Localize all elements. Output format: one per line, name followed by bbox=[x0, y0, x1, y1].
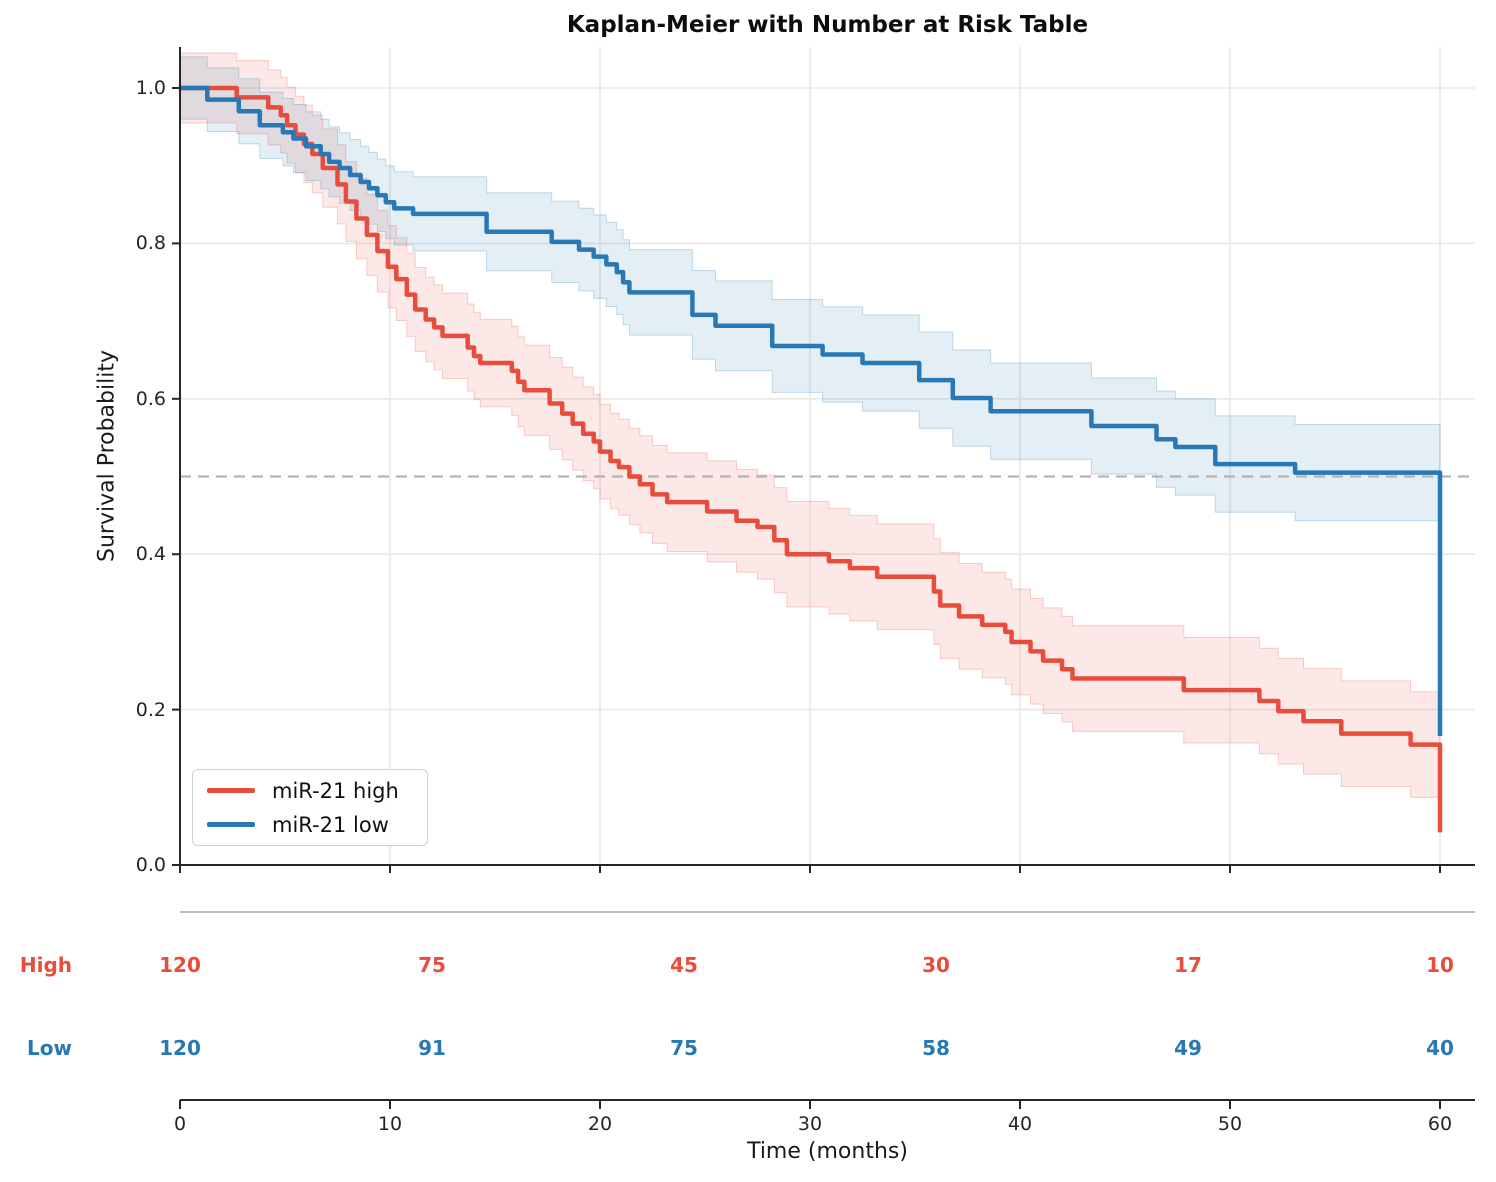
legend-line-swatch bbox=[207, 788, 255, 793]
y-tick-label: 0.8 bbox=[135, 232, 166, 255]
y-axis-label: Survival Probability bbox=[94, 350, 120, 562]
risk-count: 45 bbox=[670, 953, 698, 977]
x-tick-label: 50 bbox=[1217, 1113, 1243, 1135]
y-tick-label: 0.6 bbox=[135, 387, 166, 410]
legend-line-swatch bbox=[207, 822, 255, 827]
risk-count: 10 bbox=[1426, 953, 1454, 977]
risk-row-label: Low bbox=[27, 1036, 72, 1060]
x-tick-label: 60 bbox=[1427, 1113, 1453, 1135]
x-tick-label: 40 bbox=[1007, 1113, 1033, 1135]
risk-count: 120 bbox=[159, 1036, 201, 1060]
risk-count: 49 bbox=[1174, 1036, 1202, 1060]
risk-count: 40 bbox=[1426, 1036, 1454, 1060]
legend-entry: miR-21 high bbox=[207, 779, 413, 803]
y-tick-label: 0.4 bbox=[135, 543, 166, 566]
risk-count: 91 bbox=[418, 1036, 446, 1060]
y-tick-label: 0.0 bbox=[135, 854, 166, 876]
y-tick-label: 0.2 bbox=[135, 698, 166, 721]
risk-count: 75 bbox=[670, 1036, 698, 1060]
legend-box: miR-21 high miR-21 low bbox=[192, 769, 428, 846]
x-tick-label: 20 bbox=[587, 1113, 613, 1135]
risk-count: 17 bbox=[1174, 953, 1202, 977]
legend-label: miR-21 low bbox=[272, 812, 389, 837]
survival-curve bbox=[180, 85, 1443, 833]
risk-count: 75 bbox=[418, 953, 446, 977]
x-tick-label: 0 bbox=[173, 1113, 187, 1135]
y-tick-label: 1.0 bbox=[135, 77, 166, 99]
chart-title: Kaplan-Meier with Number at Risk Table bbox=[566, 12, 1089, 38]
x-axis-label: Time (months) bbox=[747, 1139, 908, 1164]
risk-count: 30 bbox=[922, 953, 950, 977]
x-tick-label: 10 bbox=[377, 1113, 403, 1135]
x-tick-label: 30 bbox=[797, 1113, 823, 1135]
risk-count: 58 bbox=[922, 1036, 950, 1060]
legend-label: miR-21 high bbox=[272, 778, 399, 803]
legend-entry: miR-21 low bbox=[207, 813, 413, 837]
risk-count: 120 bbox=[159, 953, 201, 977]
survival-curve bbox=[180, 85, 1443, 737]
risk-row-label: High bbox=[19, 953, 72, 977]
